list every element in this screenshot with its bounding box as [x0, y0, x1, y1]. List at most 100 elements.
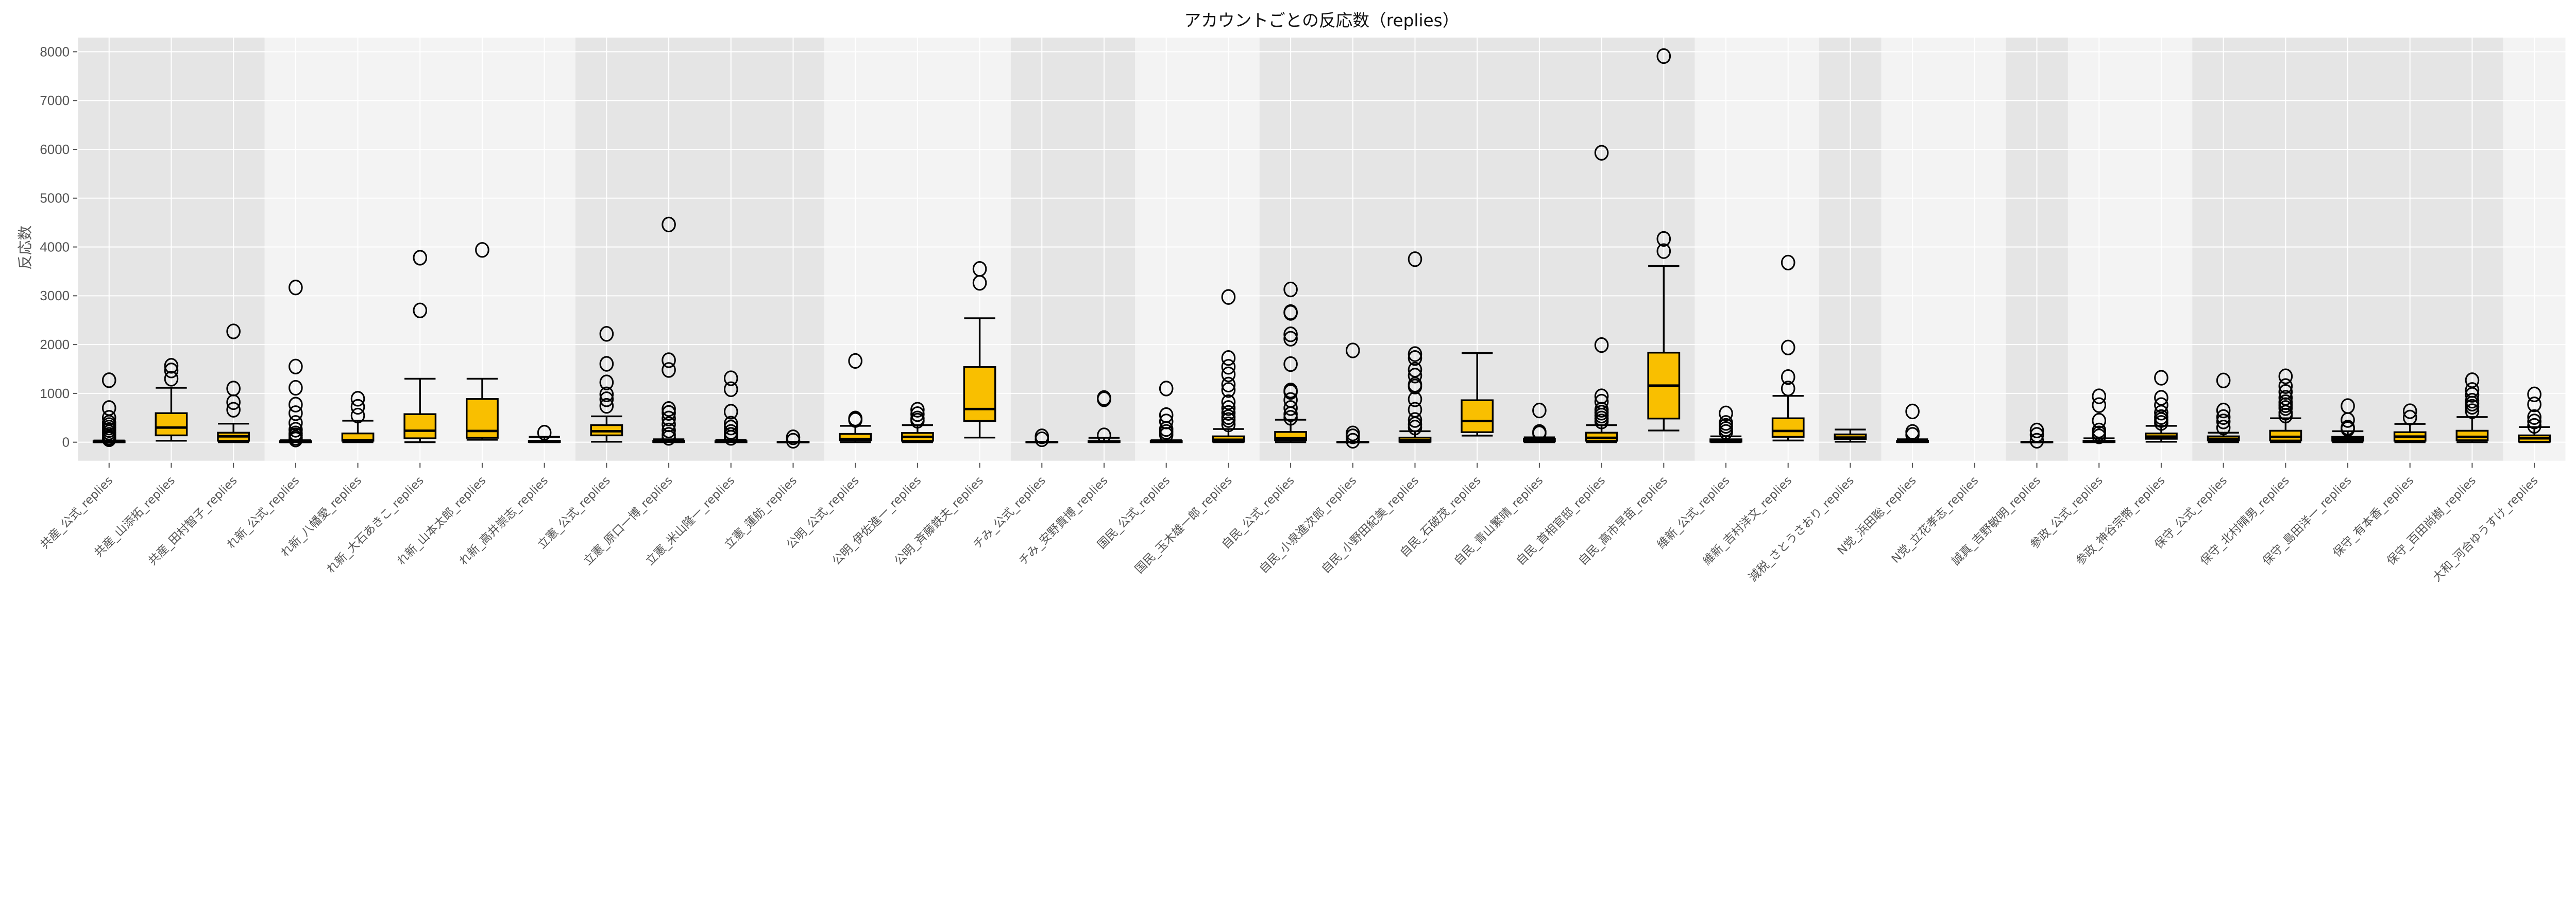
outlier-point [662, 401, 676, 417]
box-group [1461, 352, 1494, 437]
outlier-point [2029, 422, 2044, 439]
outlier-point [599, 374, 614, 390]
boxes [92, 48, 2551, 449]
box-group [2518, 386, 2551, 443]
outlier-point [1905, 427, 1920, 443]
outlier-point [101, 372, 116, 388]
outlier-point [1283, 305, 1298, 321]
outlier-point [1408, 346, 1422, 362]
outlier-point [910, 402, 925, 418]
outlier-point [1408, 251, 1422, 267]
outlier-point [164, 358, 179, 374]
outlier-point [1408, 412, 1422, 428]
box-iqr [963, 366, 996, 422]
outlier-point [1345, 433, 1360, 449]
box-group [1088, 390, 1121, 443]
outlier-point [2278, 378, 2293, 394]
outlier-point [1283, 410, 1298, 426]
outlier-point [289, 405, 303, 421]
outlier-point [723, 420, 738, 436]
gridlines [78, 37, 2566, 461]
outlier-point [1781, 254, 1795, 271]
y-tick-label: 1000 [40, 387, 70, 401]
box-group [1771, 254, 1805, 442]
outlier-point [350, 391, 365, 407]
outlier-point [289, 422, 303, 438]
box-group [590, 326, 623, 443]
outlier-point [599, 386, 614, 402]
outlier-point [289, 415, 303, 431]
outlier-point [1221, 366, 1236, 383]
chart-title: アカウントごとの反応数（replies） [1184, 11, 1459, 30]
outlier-point [164, 371, 179, 387]
outlier-point [537, 425, 552, 441]
outlier-point [1594, 414, 1609, 429]
outlier-point [1097, 427, 1111, 443]
outlier-point [226, 323, 241, 339]
x-axis: 共産_公式_replies共産_山添拓_replies共産_田村智子_repli… [38, 462, 2541, 585]
outlier-point [1035, 431, 1049, 448]
box-group [2269, 368, 2302, 443]
outlier-point [2092, 428, 2107, 444]
outlier-point [662, 422, 676, 439]
outlier-point [662, 352, 676, 368]
outlier-point [1159, 427, 1174, 443]
outlier-point [723, 404, 738, 420]
party-band [1010, 37, 1136, 461]
box-group [1398, 251, 1432, 443]
outlier-point [848, 412, 862, 428]
party-band [2067, 37, 2193, 461]
outlier-point [662, 362, 676, 378]
outlier-point [1719, 424, 1733, 440]
box-group [901, 402, 934, 443]
outlier-point [1159, 381, 1174, 397]
outlier-point [289, 380, 303, 396]
outlier-point [226, 402, 241, 418]
outlier-point [164, 363, 179, 379]
box-group [1647, 48, 1681, 432]
outlier-point [2278, 384, 2293, 400]
outlier-point [2527, 409, 2541, 425]
box-group [2082, 388, 2116, 444]
y-tick-label: 2000 [40, 338, 70, 352]
outlier-point [1594, 337, 1609, 353]
outlier-point [910, 412, 925, 429]
y-tick-label: 7000 [40, 94, 70, 108]
box-group [1834, 428, 1867, 443]
outlier-point [2216, 414, 2231, 429]
party-band [575, 37, 824, 461]
box-group [341, 391, 375, 443]
y-axis-label: 反応数 [16, 226, 34, 270]
outlier-point [2341, 412, 2355, 428]
box-group [776, 429, 810, 449]
outlier-point [599, 326, 614, 342]
outlier-point [2154, 390, 2168, 406]
outlier-point [1345, 428, 1360, 444]
y-axis: 0 1000 2000 3000 4000 5000 6000 7000 8000 [40, 45, 78, 450]
box-group [528, 425, 561, 443]
box-iqr [1461, 399, 1494, 433]
outlier-point [289, 358, 303, 374]
box-group [2145, 370, 2178, 443]
y-tick-label: 4000 [40, 240, 70, 254]
outlier-point [2527, 397, 2541, 412]
box-group [403, 250, 437, 443]
box-group [1212, 289, 1245, 443]
outlier-point [2402, 409, 2417, 425]
outlier-point [1781, 339, 1795, 355]
outlier-point [1408, 379, 1422, 394]
outlier-point [1408, 368, 1422, 384]
outlier-point [1532, 425, 1547, 441]
box-group [1274, 281, 1307, 443]
outlier-point [2092, 388, 2107, 404]
outlier-point [599, 391, 614, 407]
box-group [1149, 381, 1183, 443]
outlier-point [2527, 414, 2541, 429]
outlier-point [2216, 402, 2231, 419]
outlier-point [2341, 421, 2355, 437]
box-group [839, 353, 872, 443]
outlier-point [1221, 350, 1236, 366]
outlier-point [289, 280, 303, 296]
outlier-point [2465, 403, 2480, 419]
box-group [279, 280, 312, 448]
